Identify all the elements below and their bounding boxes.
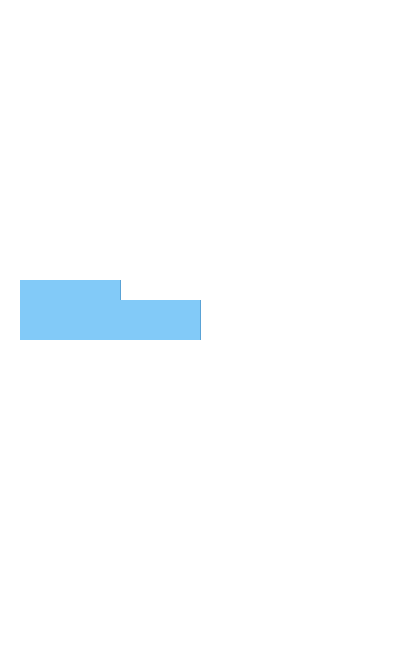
blue-block-upper xyxy=(20,280,121,300)
blue-block-lower-edge xyxy=(200,300,201,340)
blue-block-lower xyxy=(20,300,201,340)
blue-block-upper-edge xyxy=(120,280,121,300)
